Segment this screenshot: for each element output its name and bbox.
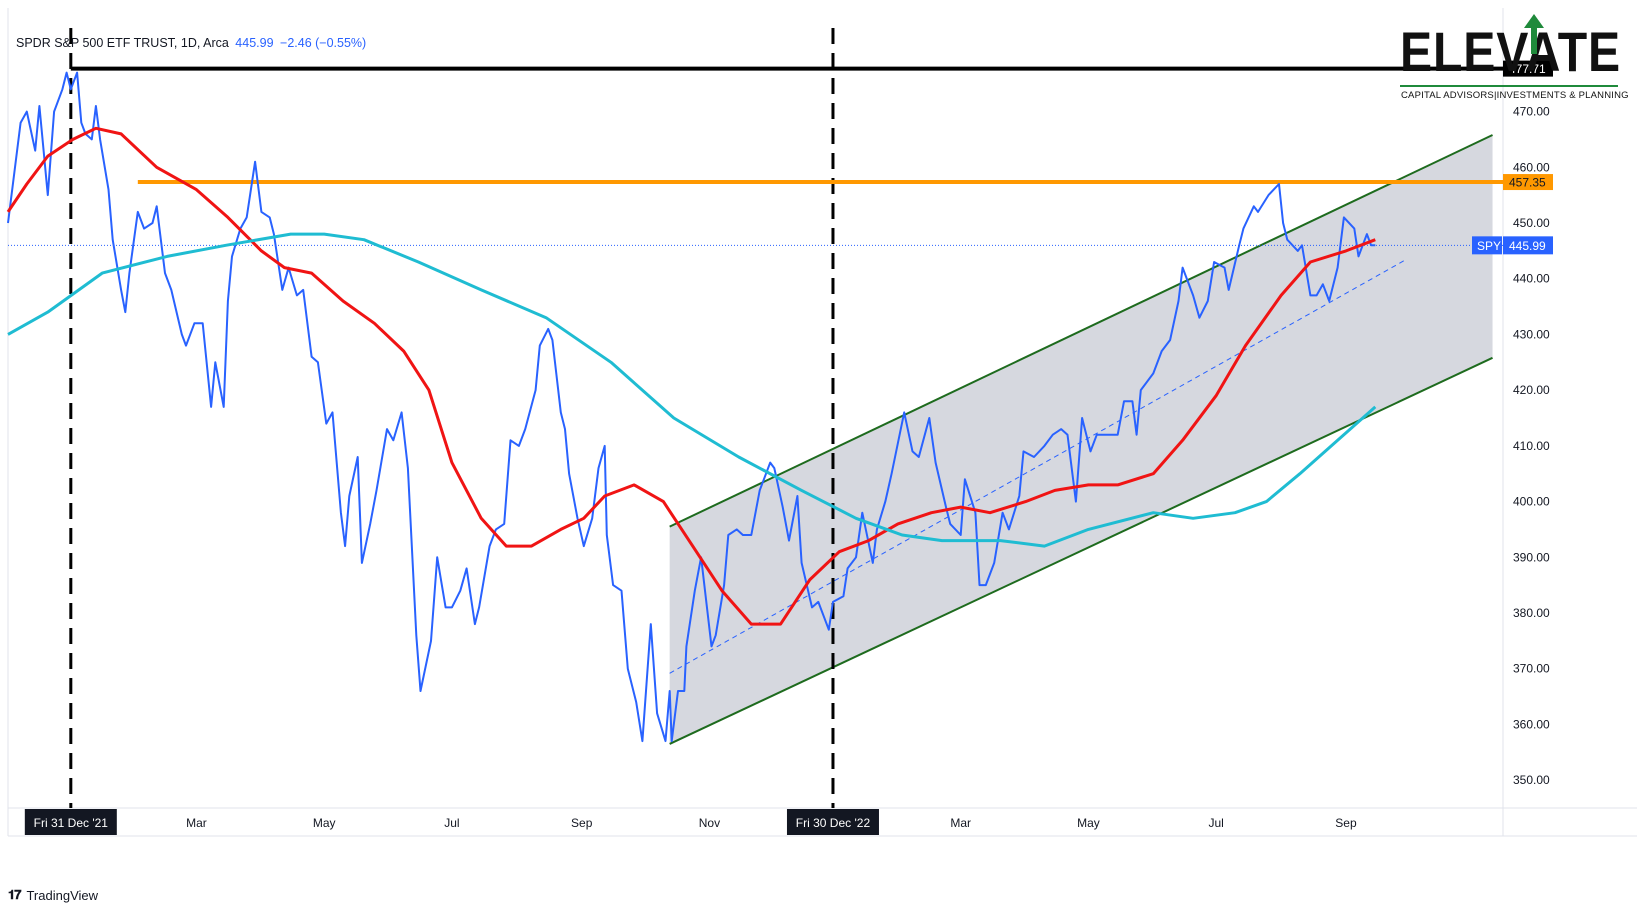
- y-tick-label: 430.00: [1513, 327, 1550, 341]
- channel-lower-line: [669, 356, 1493, 745]
- spy-price-label: 445.99: [1509, 239, 1546, 253]
- x-tick-label: Sep: [1335, 816, 1357, 830]
- y-tick-label: 360.00: [1513, 717, 1550, 731]
- y-tick-label: 370.00: [1513, 662, 1550, 676]
- y-tick-label: 440.00: [1513, 272, 1550, 286]
- y-tick-label: 380.00: [1513, 606, 1550, 620]
- y-tick-label: 460.00: [1513, 160, 1550, 174]
- spy-price-tag: [1503, 236, 1553, 255]
- logo-divider: [1400, 85, 1618, 87]
- tradingview-branding[interactable]: 𝟏𝟕 TradingView: [8, 887, 98, 903]
- x-tick-label: Jul: [1208, 816, 1223, 830]
- y-tick-label: 390.00: [1513, 550, 1550, 564]
- channel-upper-line: [669, 134, 1493, 528]
- top-price-tag: [1503, 60, 1553, 77]
- x-tick-label: Sep: [571, 816, 593, 830]
- series-ma_long: [7, 232, 1377, 548]
- series-price: [7, 71, 1376, 743]
- price-change: −2.46 (−0.55%): [280, 36, 367, 50]
- y-tick-label: 420.00: [1513, 383, 1550, 397]
- elevate-logo: ELEVATE CAPITAL ADVISORS|INVESTMENTS & P…: [1400, 14, 1629, 104]
- x-tick-label: Nov: [699, 816, 720, 830]
- resistance-price-label: 457.35: [1509, 176, 1546, 190]
- top-price-label: 477.71: [1509, 62, 1546, 76]
- y-tick-label: 350.00: [1513, 773, 1550, 787]
- logo-wordmark: ELEVATE: [1400, 20, 1621, 83]
- y-tick-label: 400.00: [1513, 495, 1550, 509]
- x-tick-label: Jul: [444, 816, 459, 830]
- x-tick-label-highlight: Fri 31 Dec '21: [34, 816, 109, 830]
- spy-symbol-tag: [1472, 236, 1502, 255]
- x-tick-label-highlight: Fri 30 Dec '22: [796, 816, 871, 830]
- symbol-title[interactable]: SPDR S&P 500 ETF TRUST, 1D, Arca: [16, 36, 229, 50]
- x-tick-highlight: [24, 809, 117, 835]
- tradingview-label: TradingView: [26, 887, 99, 903]
- x-tick-label: May: [313, 816, 336, 830]
- logo-tagline: CAPITAL ADVISORS|INVESTMENTS & PLANNING: [1401, 90, 1629, 101]
- x-tick-label: Mar: [950, 816, 971, 830]
- y-tick-label: 450.00: [1513, 216, 1550, 230]
- x-tick-highlight: [786, 809, 879, 835]
- resistance-price-tag: [1503, 174, 1553, 191]
- channel-midline: [669, 258, 1407, 674]
- symbol-header: SPDR S&P 500 ETF TRUST, 1D, Arca 445.99 …: [16, 36, 369, 50]
- spy-symbol-label: SPY: [1477, 239, 1501, 253]
- last-price: 445.99: [235, 36, 274, 50]
- series-ma_short: [6, 126, 1376, 626]
- x-tick-label: Mar: [186, 816, 207, 830]
- arrow-up-icon: [1524, 14, 1544, 54]
- tradingview-logo-icon: 𝟏𝟕: [8, 887, 22, 902]
- x-tick-label: May: [1077, 816, 1100, 830]
- y-tick-label: 410.00: [1513, 439, 1550, 453]
- y-tick-label: 470.00: [1513, 105, 1550, 119]
